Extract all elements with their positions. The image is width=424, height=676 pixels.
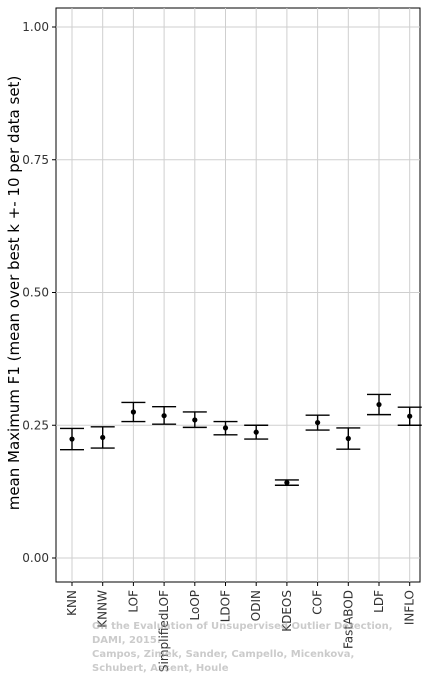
x-tick-label: LDOF bbox=[219, 590, 233, 622]
mean-point-KDEOS bbox=[284, 479, 290, 486]
grid-lines bbox=[56, 8, 420, 582]
y-tick-label: 0.00 bbox=[22, 551, 49, 565]
x-tick-label: INFLO bbox=[403, 590, 417, 625]
mean-point-LDF bbox=[376, 401, 382, 408]
mean-point-INFLO bbox=[407, 413, 413, 419]
mean-point-ODIN bbox=[253, 429, 259, 435]
y-tick-label: 0.50 bbox=[22, 286, 49, 300]
x-tick-label: LOF bbox=[126, 590, 140, 613]
mean-point-KNN bbox=[69, 436, 75, 442]
x-tick-label: KNN bbox=[65, 590, 79, 616]
x-tick-label: FastABOD bbox=[341, 590, 355, 649]
mean-point-LOF bbox=[130, 409, 136, 415]
y-axis-label: mean Maximum F1 (mean over best k +- 10 … bbox=[5, 76, 23, 511]
x-tick-label: COF bbox=[311, 590, 325, 615]
y-tick-label: 1.00 bbox=[22, 20, 49, 34]
axes: 0.00 0.25 0.50 0.75 1.00 KNN KNNW LOF Simplified… bbox=[22, 20, 416, 672]
x-tick-label: LoOP bbox=[188, 590, 202, 621]
x-tick-label: SimplifiedLOF bbox=[157, 590, 171, 672]
x-tick-label: LDF bbox=[372, 590, 386, 613]
x-tick-label: KNNW bbox=[96, 590, 110, 628]
mean-point-LoOP bbox=[192, 417, 198, 423]
mean-point-KNNW bbox=[100, 434, 106, 441]
mean-point-LDOF bbox=[222, 425, 229, 431]
x-tick-label: KDEOS bbox=[280, 590, 294, 632]
y-tick-label: 0.25 bbox=[22, 418, 49, 432]
error-bars bbox=[60, 393, 422, 486]
mean-point-FastABOD bbox=[345, 435, 351, 442]
x-tick-label: ODIN bbox=[249, 590, 263, 621]
plot-panel bbox=[55, 7, 421, 583]
mean-point-SimplifiedLOF bbox=[161, 413, 167, 419]
y-tick-label: 0.75 bbox=[22, 153, 49, 167]
mean-point-COF bbox=[315, 419, 321, 426]
